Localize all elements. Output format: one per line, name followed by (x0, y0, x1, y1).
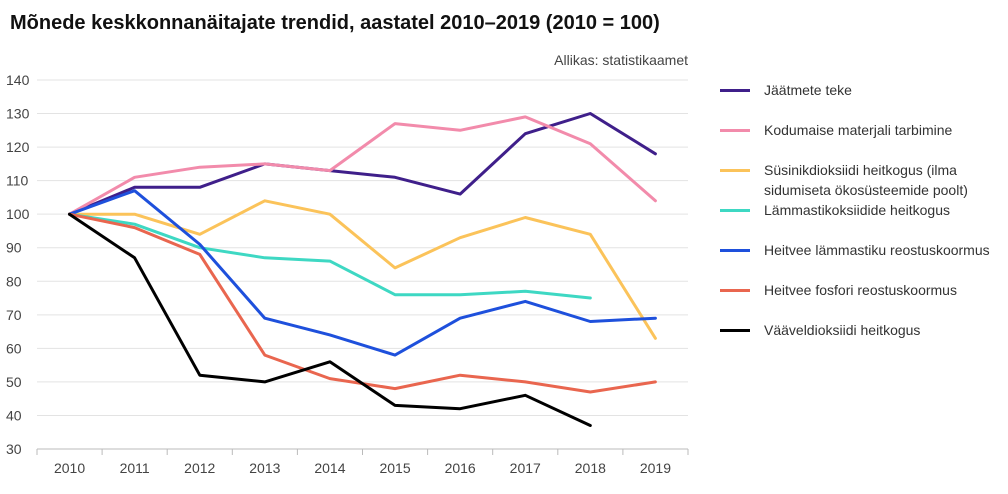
y-tick-label: 100 (6, 206, 30, 222)
legend-item: Kodumaise materjali tarbimine (720, 120, 1004, 140)
legend-swatch (720, 329, 750, 332)
series-line-2 (68, 115, 657, 216)
legend-label: Heitvee lämmastiku reostuskoormus (764, 242, 990, 258)
y-tick-label: 60 (6, 340, 22, 356)
x-tick-label: 2016 (445, 460, 476, 476)
source-note: Allikas: statistikaamet (554, 52, 688, 68)
series-line-4 (68, 212, 592, 300)
legend-label: Vääveldioksiidi heitkogus (764, 322, 921, 338)
series-line-3 (68, 199, 657, 340)
y-tick-label: 110 (6, 173, 29, 189)
x-tick-label: 2013 (249, 460, 280, 476)
y-tick-label: 70 (6, 307, 22, 323)
chart-title: Mõnede keskkonnanäitajate trendid, aasta… (10, 12, 660, 34)
legend-item: Heitvee lämmastiku reostuskoormus (720, 240, 1004, 260)
legend-swatch (720, 209, 750, 212)
legend-item: Jäätmete teke (720, 80, 1004, 100)
y-tick-label: 90 (6, 240, 22, 256)
y-tick-label: 140 (6, 72, 30, 88)
x-tick-label: 2015 (379, 460, 410, 476)
x-tick-label: 2011 (120, 460, 150, 476)
series-line-5 (68, 189, 657, 357)
y-tick-label: 130 (6, 106, 30, 122)
legend-swatch (720, 289, 750, 292)
legend-swatch (720, 169, 750, 172)
legend-label: Lämmastikoksiidide heitkogus (764, 202, 950, 218)
x-tick-label: 2010 (54, 460, 85, 476)
x-tick-label: 2012 (184, 460, 215, 476)
y-tick-label: 50 (6, 374, 22, 390)
x-tick-label: 2017 (510, 460, 541, 476)
series-line-7 (68, 212, 592, 427)
series-line-1 (68, 112, 657, 216)
x-tick-label: 2019 (640, 460, 671, 476)
legend-label: Süsinikdioksiidi heitkogus (ilma sidumis… (764, 162, 968, 198)
legend-item: Heitvee fosfori reostuskoormus (720, 280, 1004, 300)
legend-item: Süsinikdioksiidi heitkogus (ilma sidumis… (720, 160, 1004, 200)
x-tick-label: 2018 (575, 460, 606, 476)
legend-label: Kodumaise materjali tarbimine (764, 122, 953, 138)
y-tick-label: 30 (6, 441, 22, 457)
legend-label: Heitvee fosfori reostuskoormus (764, 282, 957, 298)
legend-label: Jäätmete teke (764, 82, 852, 98)
x-tick-label: 2014 (314, 460, 345, 476)
y-tick-label: 120 (6, 139, 30, 155)
legend-swatch (720, 89, 750, 92)
legend-item: Vääveldioksiidi heitkogus (720, 320, 1004, 340)
legend-item: Lämmastikoksiidide heitkogus (720, 200, 1004, 220)
y-tick-label: 80 (6, 273, 22, 289)
y-tick-label: 40 (6, 407, 22, 423)
legend-swatch (720, 129, 750, 132)
legend-swatch (720, 249, 750, 252)
